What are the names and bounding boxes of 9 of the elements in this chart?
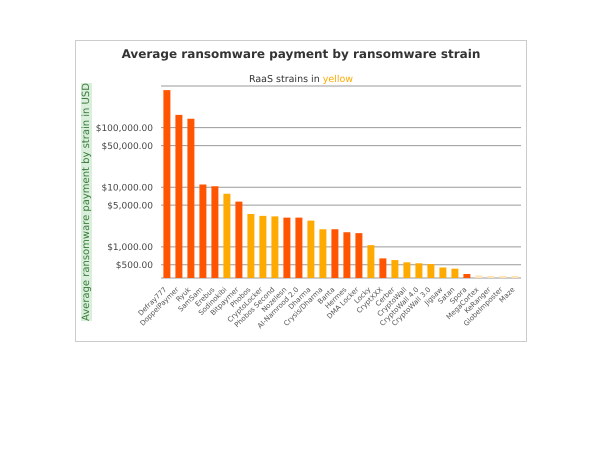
- y-tick-label: $50,000.00: [101, 142, 154, 152]
- y-axis-title: Average ransomware payment by strain in USD: [81, 83, 92, 321]
- y-tick-label: $10,000.00: [101, 183, 154, 194]
- y-tick-label: $500.00: [116, 260, 154, 271]
- y-tick-label: $100,000.00: [96, 124, 154, 134]
- y-tick-label: $1,000.00: [107, 243, 154, 254]
- chart-title: Average ransomware payment by ransomware strain: [120, 47, 482, 61]
- chart-subtitle: RaaS strains in yellow: [248, 74, 354, 85]
- y-tick-label: $5,000.00: [107, 201, 154, 212]
